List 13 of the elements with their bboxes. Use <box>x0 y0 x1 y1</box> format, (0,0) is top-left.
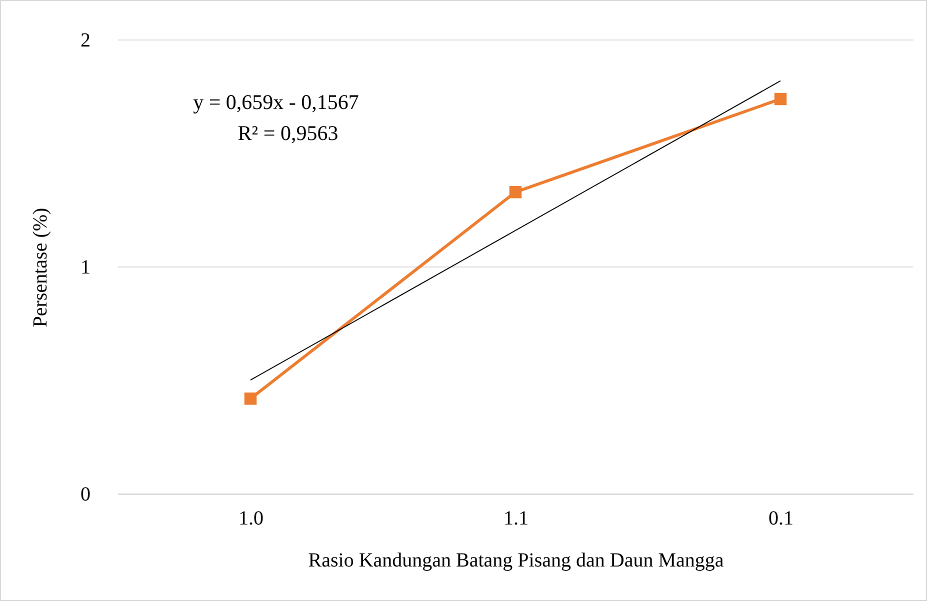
point <box>774 92 787 106</box>
y-axis-title: Persentase (%) <box>30 208 52 328</box>
y-tick-label: 1 <box>80 256 90 278</box>
point <box>509 186 522 198</box>
y-tick-label: 0 <box>80 484 90 506</box>
x-tick-label: 0.1 <box>768 508 794 530</box>
point <box>244 392 257 405</box>
y-tick-label: 2 <box>80 30 90 52</box>
x-tick-label: 1.1 <box>504 508 528 530</box>
annotation: y = 0,659x - 0,1567 <box>193 90 359 114</box>
x-axis-title: Rasio Kandungan Batang Pisang dan Daun Mangga <box>308 550 724 572</box>
annotation: R² = 0,9563 <box>238 121 338 145</box>
x-tick-label: 1.0 <box>238 508 264 530</box>
